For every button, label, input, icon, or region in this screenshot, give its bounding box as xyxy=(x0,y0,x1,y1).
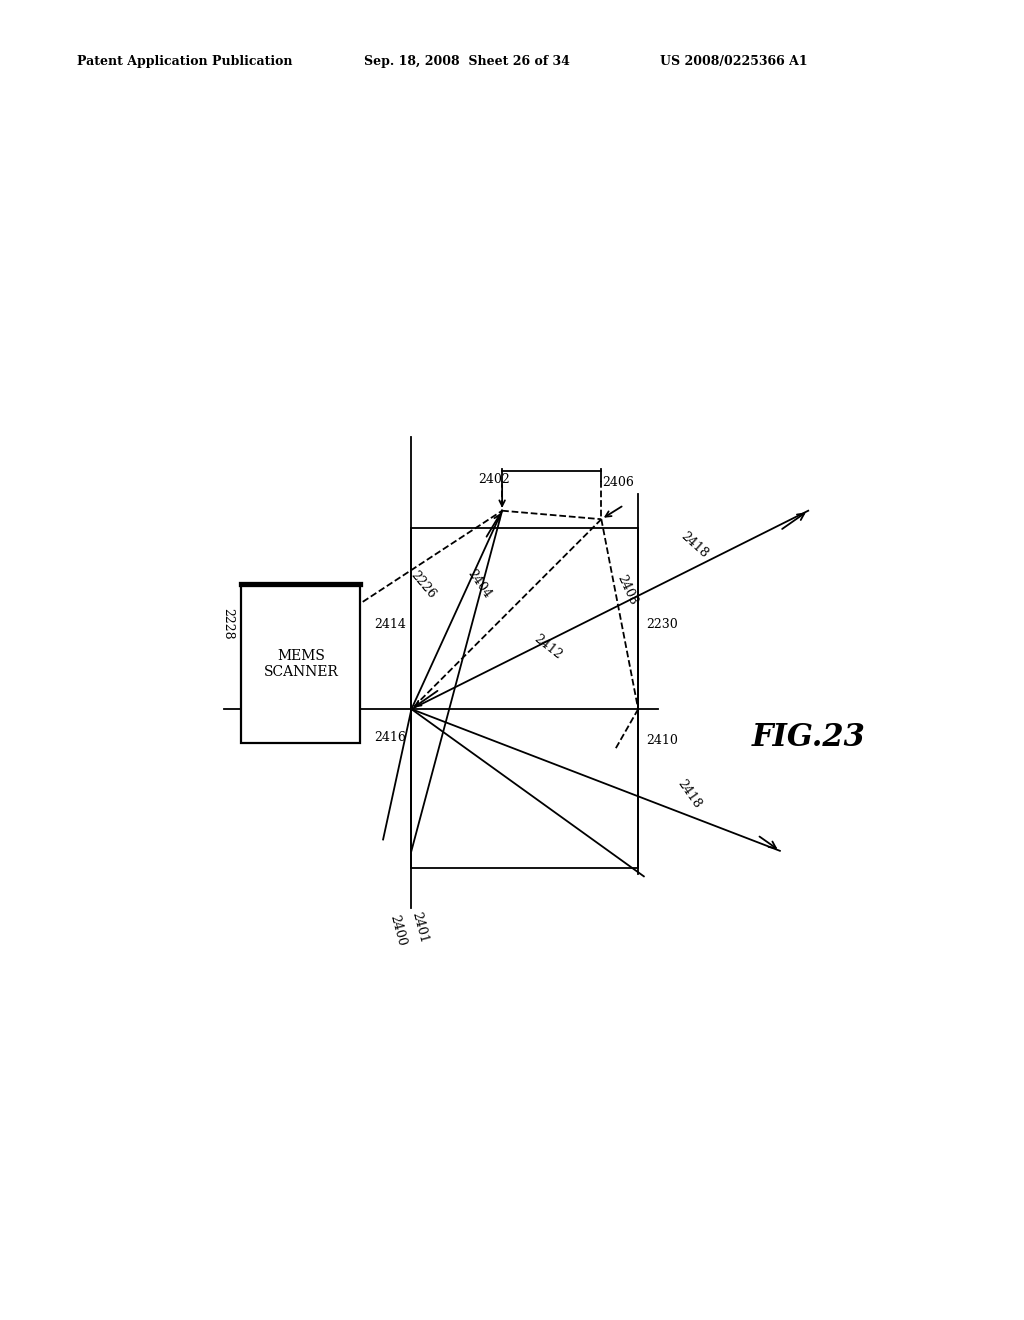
Text: 2401: 2401 xyxy=(410,911,430,944)
Text: 2418: 2418 xyxy=(679,529,711,560)
Text: 2404: 2404 xyxy=(465,568,494,601)
Text: 2226: 2226 xyxy=(408,568,438,601)
Bar xyxy=(412,528,638,867)
Text: 2228: 2228 xyxy=(221,609,233,640)
Text: 2406: 2406 xyxy=(602,477,634,488)
Text: MEMS
SCANNER: MEMS SCANNER xyxy=(263,648,338,678)
Text: 2416: 2416 xyxy=(374,731,406,744)
Text: US 2008/0225366 A1: US 2008/0225366 A1 xyxy=(660,55,808,69)
Text: 2414: 2414 xyxy=(374,618,406,631)
Text: 2418: 2418 xyxy=(675,777,703,810)
Text: 2400: 2400 xyxy=(387,913,408,948)
Bar xyxy=(242,585,360,743)
Text: 2402: 2402 xyxy=(478,473,510,486)
Text: 2408: 2408 xyxy=(614,573,639,607)
Text: 2410: 2410 xyxy=(647,734,679,747)
Text: 2230: 2230 xyxy=(647,618,679,631)
Text: Patent Application Publication: Patent Application Publication xyxy=(77,55,292,69)
Text: Sep. 18, 2008  Sheet 26 of 34: Sep. 18, 2008 Sheet 26 of 34 xyxy=(364,55,569,69)
Text: FIG.23: FIG.23 xyxy=(752,722,865,752)
Text: 2412: 2412 xyxy=(531,632,564,661)
